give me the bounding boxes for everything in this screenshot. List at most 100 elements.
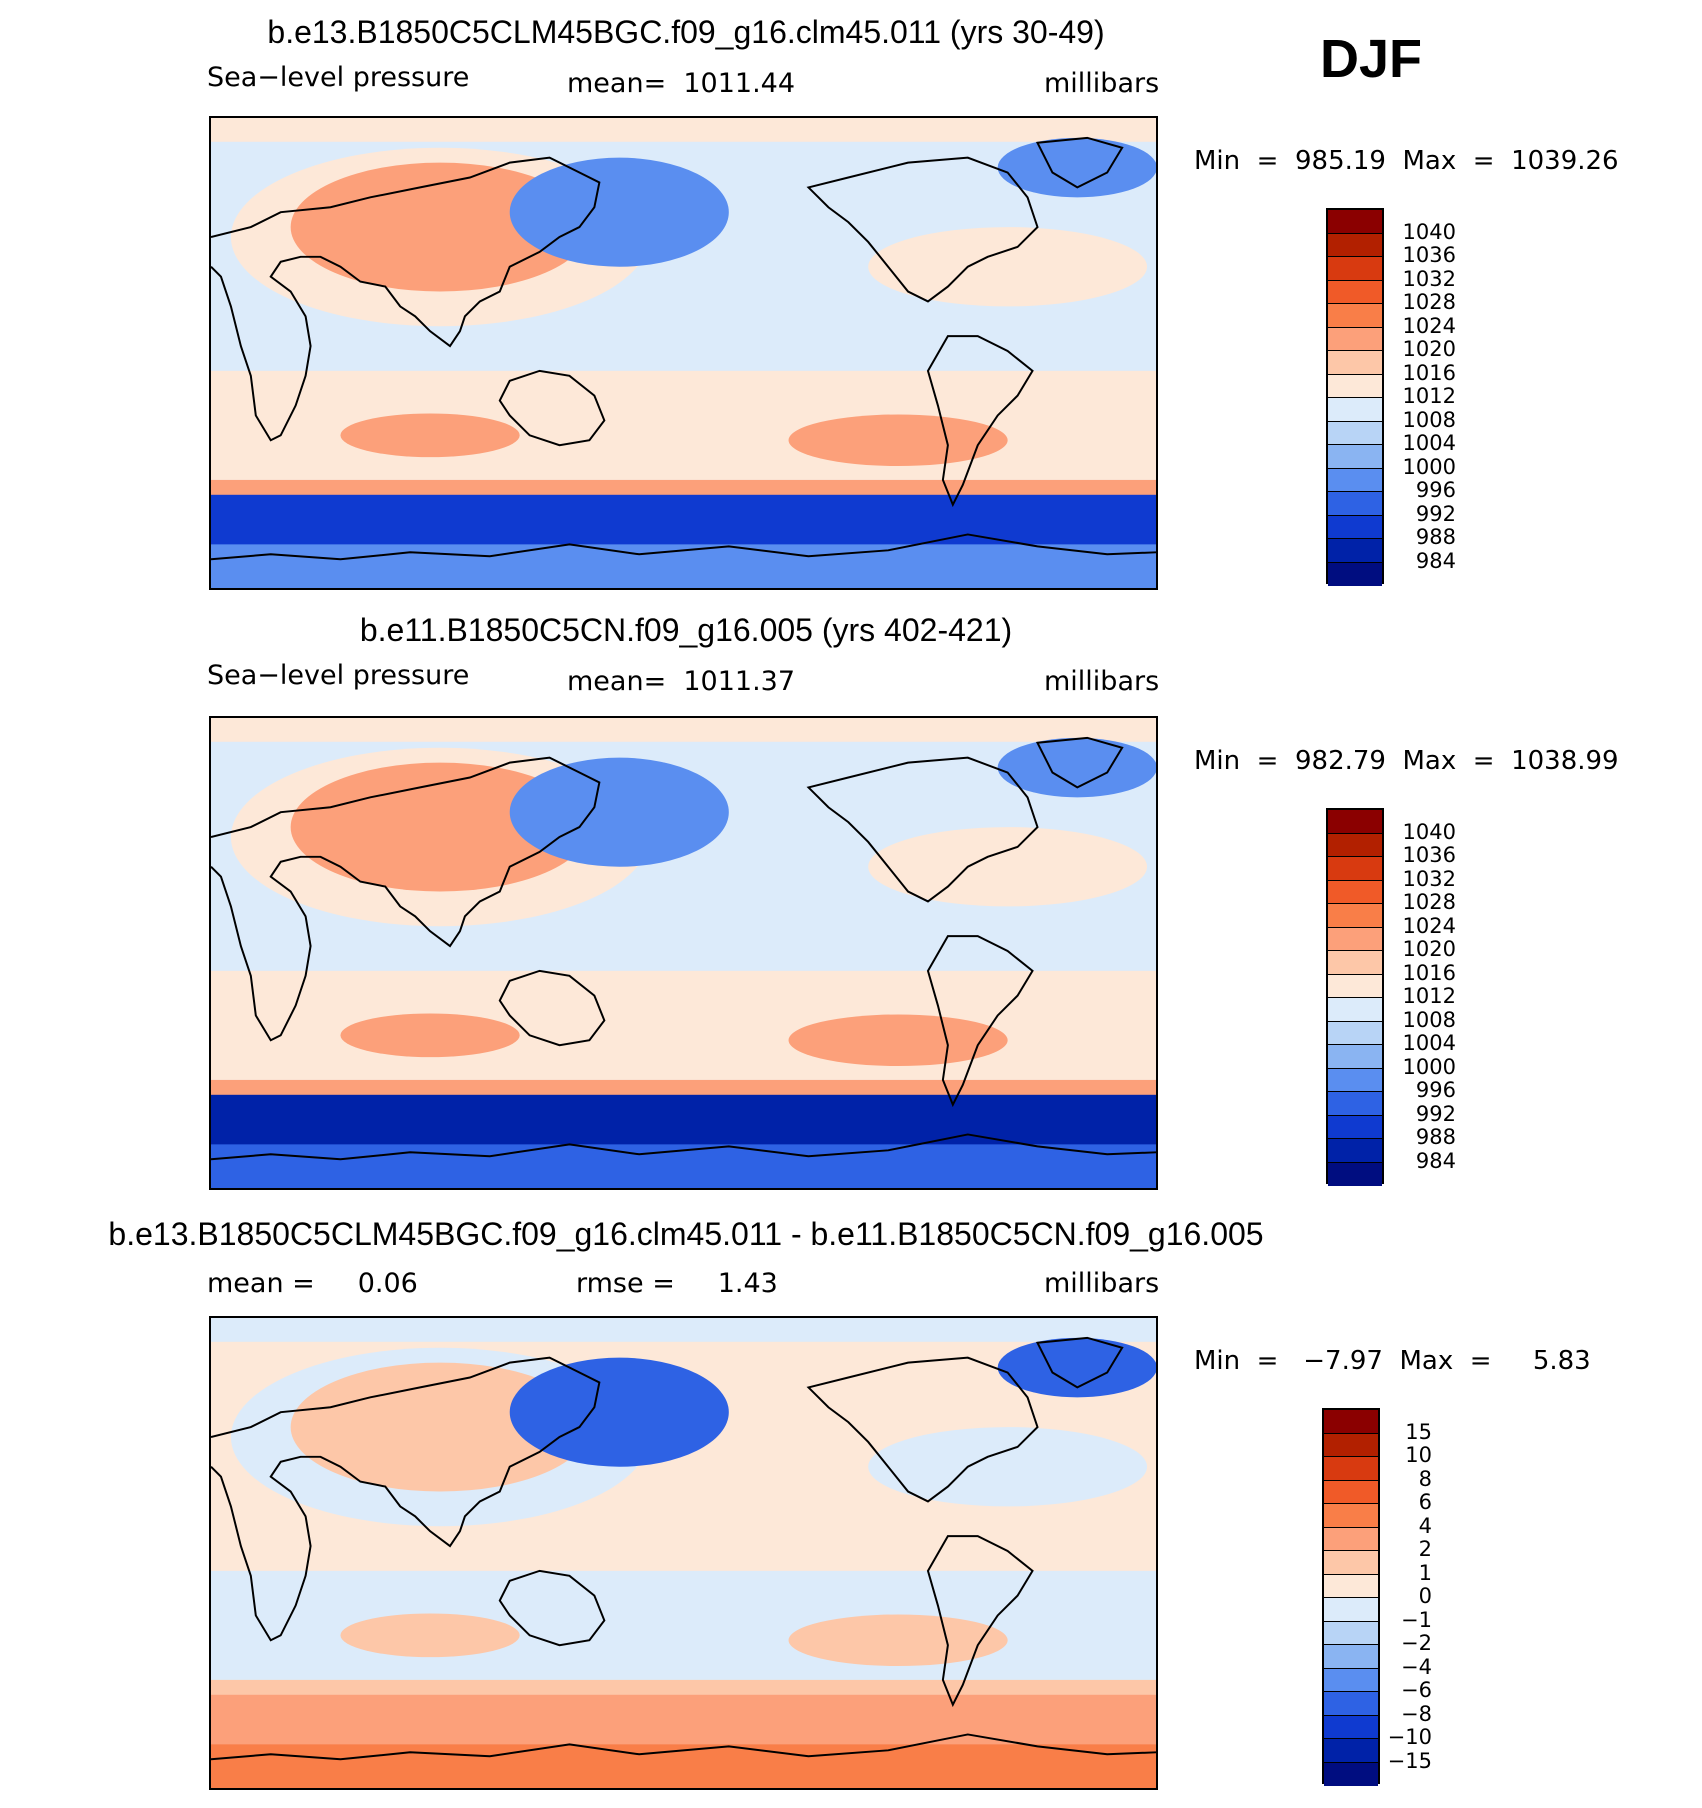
- colorbar-tick-label: 996: [1415, 478, 1456, 502]
- colorbar-tick-label: 1012: [1402, 984, 1456, 1008]
- colorbar-swatch: [1324, 1480, 1378, 1504]
- colorbar-swatch: [1324, 1598, 1378, 1622]
- colorbar-swatch: [1328, 1045, 1382, 1069]
- colorbar-tick-label: 15: [1405, 1419, 1432, 1444]
- colorbar-swatch: [1328, 539, 1382, 563]
- colorbar-swatch: [1328, 880, 1382, 904]
- colorbar-tick-label: −4: [1401, 1654, 1432, 1679]
- colorbar-tick-label: 4: [1418, 1513, 1432, 1538]
- colorbar-swatch: [1324, 1739, 1378, 1763]
- colorbar-tick-label: 1020: [1402, 937, 1456, 961]
- colorbar-tick-label: 1020: [1402, 337, 1456, 361]
- colorbar-tick-label: 996: [1415, 1078, 1456, 1102]
- colorbar-swatch: [1328, 833, 1382, 857]
- colorbar-swatch: [1328, 257, 1382, 281]
- colorbar-swatch: [1328, 374, 1382, 398]
- colorbar-swatch: [1328, 492, 1382, 516]
- panel-3-mean-label: mean = 0.06: [207, 1268, 418, 1299]
- colorbar-swatch: [1328, 445, 1382, 469]
- colorbar-swatch: [1328, 998, 1382, 1022]
- panel-1-minmax: Min = 985.19 Max = 1039.26: [1194, 146, 1619, 176]
- colorbar-swatch: [1328, 304, 1382, 328]
- colorbar-swatch: [1328, 1162, 1382, 1186]
- colorbar-tick-label: 1032: [1402, 866, 1456, 891]
- colorbar-tick-label: 1016: [1402, 360, 1456, 385]
- colorbar-tick-label: 6: [1418, 1490, 1432, 1514]
- colorbar-tick-label: 1004: [1402, 431, 1456, 455]
- colorbar-tick-label: 1032: [1402, 266, 1456, 291]
- colorbar-tick-label: 988: [1415, 525, 1456, 549]
- colorbar-swatch: [1328, 951, 1382, 975]
- colorbar-swatch: [1328, 1021, 1382, 1045]
- colorbar-tick-label: 1024: [1402, 913, 1456, 938]
- colorbar-swatch: [1328, 857, 1382, 881]
- panel-3-minmax: Min = −7.97 Max = 5.83: [1194, 1346, 1591, 1376]
- panel-1-map: [209, 116, 1158, 590]
- colorbar-swatch: [1328, 1092, 1382, 1116]
- colorbar-tick-label: −10: [1387, 1725, 1432, 1749]
- colorbar-swatch: [1328, 515, 1382, 539]
- panel-2-title: b.e11.B1850C5CN.f09_g16.005 (yrs 402-421…: [359, 612, 1013, 648]
- colorbar-tick-label: 1000: [1402, 1054, 1456, 1079]
- colorbar-tick-label: 1016: [1402, 960, 1456, 985]
- panel-1-title: b.e13.B1850C5CLM45BGC.f09_g16.clm45.011 …: [267, 14, 1105, 50]
- colorbar-tick-label: 8: [1418, 1466, 1432, 1491]
- colorbar-tick-label: 1036: [1402, 243, 1456, 267]
- colorbar-tick-label: 992: [1415, 1101, 1456, 1126]
- colorbar-swatch: [1324, 1527, 1378, 1551]
- colorbar-tick-label: 1000: [1402, 454, 1456, 479]
- colorbar-swatch: [1328, 280, 1382, 304]
- panel-1-mean-label: mean= 1011.44: [567, 68, 796, 99]
- colorbar-swatch: [1324, 1762, 1378, 1786]
- colorbar-tick-label: 1008: [1402, 1007, 1456, 1032]
- colorbar-swatch: [1328, 351, 1382, 375]
- colorbar-tick-label: 984: [1415, 1148, 1456, 1173]
- colorbar-swatch: [1328, 327, 1382, 351]
- colorbar-tick-label: 1036: [1402, 843, 1456, 867]
- colorbar-swatch: [1328, 210, 1382, 234]
- colorbar-swatch: [1328, 468, 1382, 492]
- colorbar-swatch: [1328, 904, 1382, 928]
- colorbar-swatch: [1324, 1433, 1378, 1457]
- colorbar-swatch: [1328, 398, 1382, 422]
- colorbar-tick-label: 1004: [1402, 1031, 1456, 1055]
- colorbar-swatch: [1324, 1668, 1378, 1692]
- colorbar-swatch: [1328, 974, 1382, 998]
- panel-3-colorbar: [1322, 1408, 1380, 1786]
- colorbar-tick-label: 1024: [1402, 313, 1456, 338]
- colorbar-tick-label: 2: [1418, 1537, 1432, 1561]
- panel-2-colorbar: [1326, 808, 1384, 1186]
- colorbar-swatch: [1324, 1692, 1378, 1716]
- colorbar-swatch: [1324, 1551, 1378, 1575]
- colorbar-tick-label: 10: [1405, 1443, 1432, 1467]
- colorbar-swatch: [1328, 562, 1382, 586]
- colorbar-swatch: [1324, 1574, 1378, 1598]
- colorbar-tick-label: −6: [1401, 1678, 1432, 1702]
- colorbar-tick-label: 1028: [1402, 290, 1456, 314]
- colorbar-tick-label: 1012: [1402, 384, 1456, 408]
- panel-2-map: [209, 716, 1158, 1190]
- colorbar-swatch: [1324, 1715, 1378, 1739]
- colorbar-tick-label: −1: [1401, 1607, 1432, 1632]
- colorbar-tick-label: 1040: [1402, 819, 1456, 844]
- colorbar-tick-label: 0: [1418, 1584, 1432, 1608]
- colorbar-swatch: [1324, 1504, 1378, 1528]
- panel-2-units-label: millibars: [1044, 666, 1160, 697]
- colorbar-swatch: [1324, 1410, 1378, 1434]
- colorbar-tick-label: −15: [1387, 1748, 1432, 1773]
- season-label: DJF: [1320, 29, 1423, 89]
- colorbar-tick-label: 984: [1415, 548, 1456, 573]
- colorbar-swatch: [1328, 1068, 1382, 1092]
- panel-3-map: [209, 1316, 1158, 1790]
- colorbar-swatch: [1324, 1645, 1378, 1669]
- colorbar-swatch: [1328, 421, 1382, 445]
- colorbar-tick-label: 992: [1415, 501, 1456, 526]
- colorbar-swatch: [1328, 1115, 1382, 1139]
- colorbar-tick-label: 1028: [1402, 890, 1456, 914]
- panel-2-mean-label: mean= 1011.37: [567, 666, 796, 697]
- colorbar-tick-label: 988: [1415, 1125, 1456, 1149]
- panel-1-variable-label: Sea−level pressure: [207, 62, 470, 93]
- panel-1-units-label: millibars: [1044, 68, 1160, 99]
- colorbar-swatch: [1328, 1139, 1382, 1163]
- colorbar-tick-label: 1: [1418, 1560, 1432, 1585]
